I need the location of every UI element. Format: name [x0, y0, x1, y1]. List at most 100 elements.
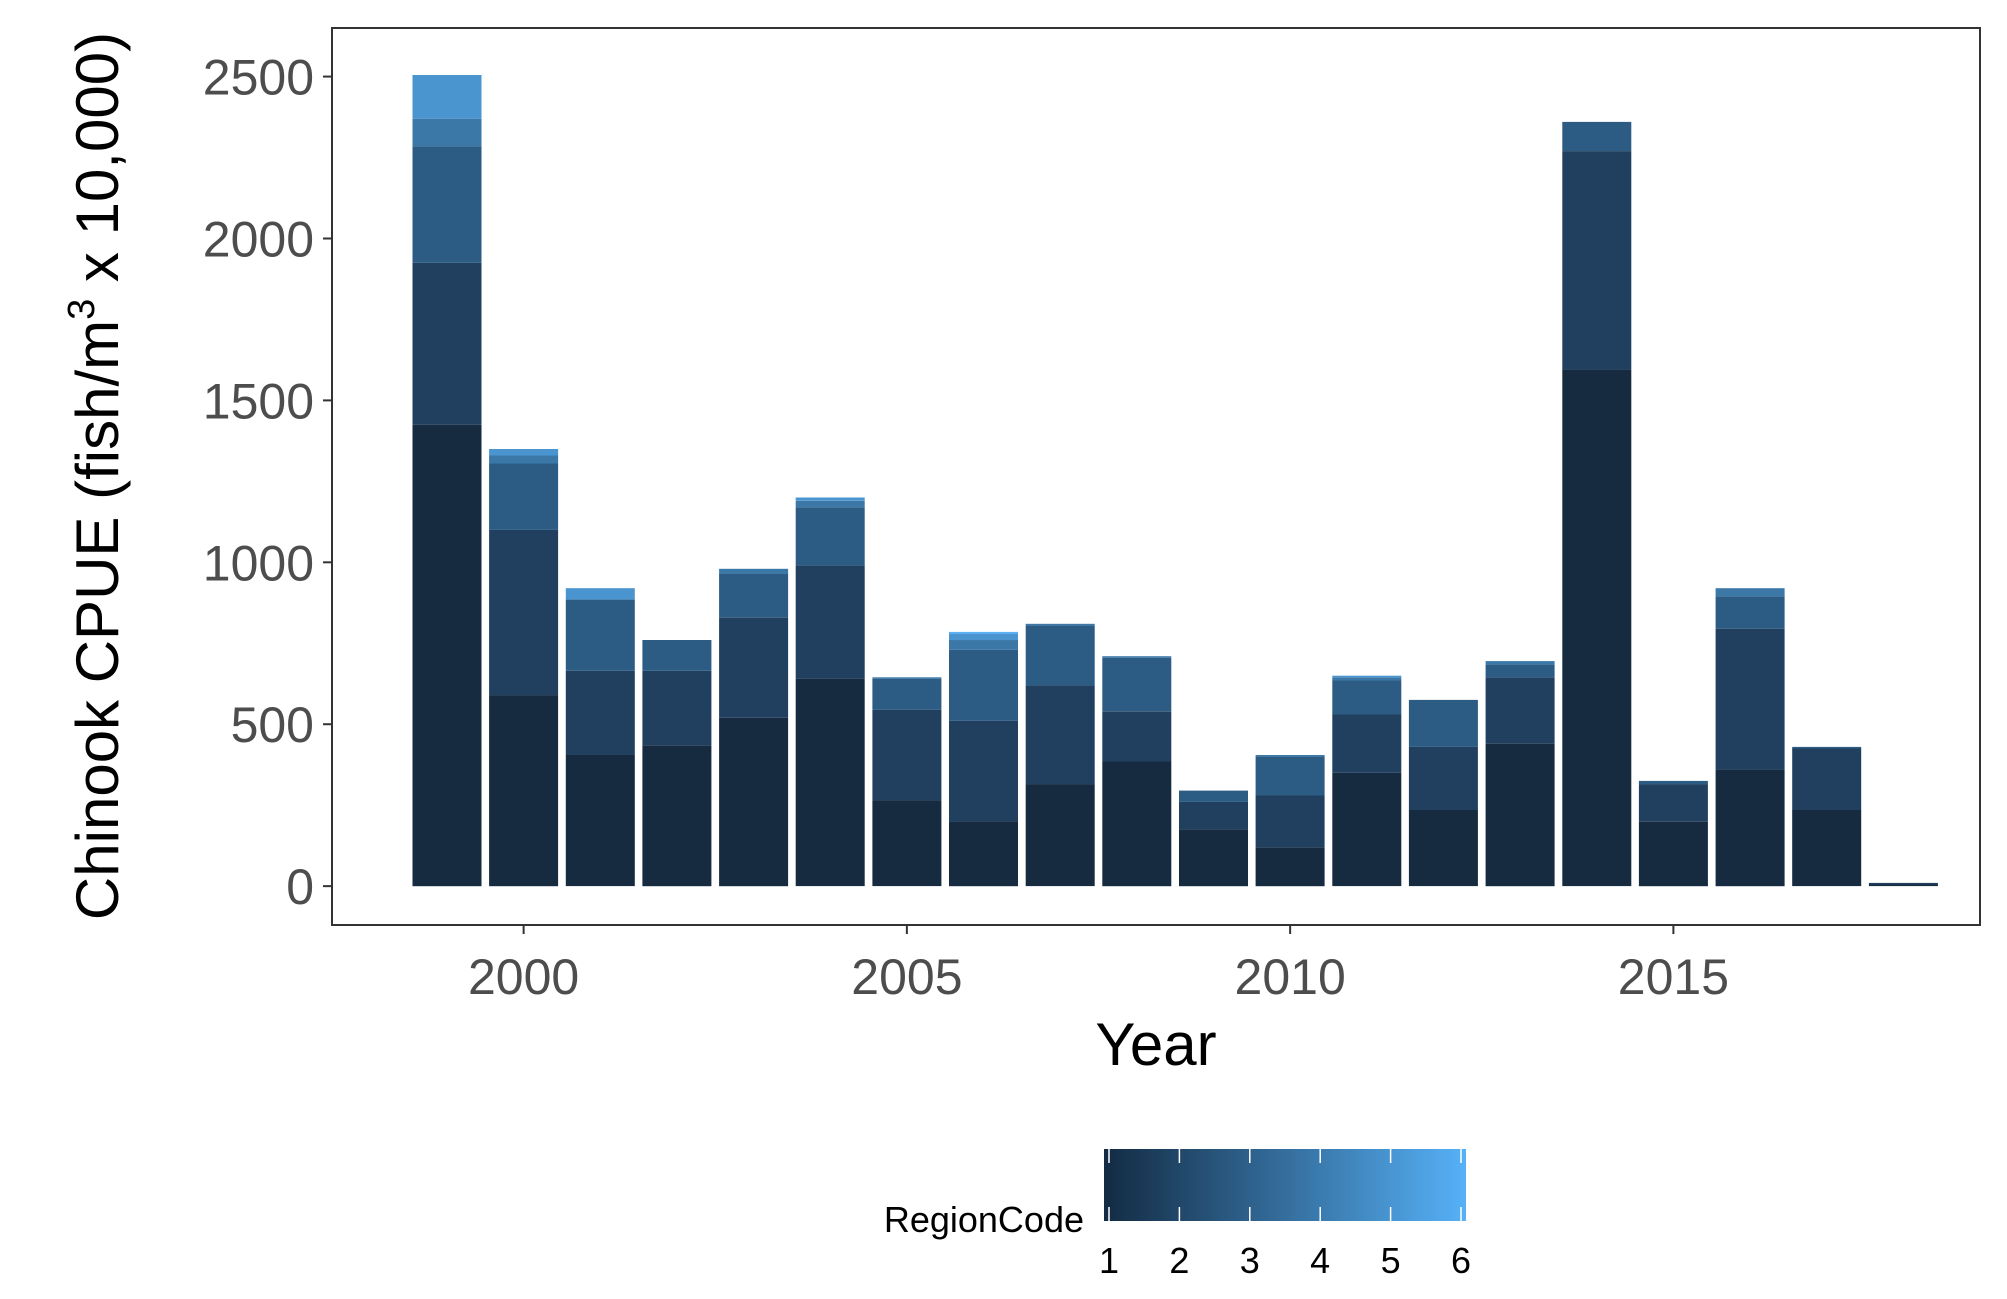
legend-label: 1 — [1099, 1240, 1119, 1281]
y-axis-title-end: x 10,000) — [64, 32, 131, 299]
x-tick-label: 2015 — [1618, 949, 1729, 1005]
bar-segment-2000-region-5 — [489, 449, 559, 456]
x-tick-label: 2010 — [1235, 949, 1346, 1005]
bar-segment-2006-region-4 — [949, 640, 1018, 650]
bar-segment-2006-region-3 — [949, 649, 1018, 721]
bar-segment-2013-region-2 — [1485, 677, 1555, 744]
bar-segment-2012-region-3 — [1408, 699, 1478, 747]
y-tick-label: 2500 — [203, 50, 314, 106]
bar-segment-2011-region-3 — [1332, 680, 1402, 715]
legend-label: 5 — [1381, 1240, 1401, 1281]
legend-label: 3 — [1240, 1240, 1260, 1281]
bar-segment-2011-region-4 — [1332, 677, 1402, 681]
bar-segment-2007-region-2 — [1025, 685, 1095, 785]
bar-segment-2000-region-4 — [489, 455, 559, 464]
bar-segment-2004-region-1 — [795, 678, 865, 887]
bar-segment-2001-region-3 — [565, 599, 635, 671]
bar-segment-2005-region-1 — [872, 800, 942, 887]
bar-segment-2012-region-2 — [1408, 746, 1478, 810]
plot-panel-border — [331, 27, 1981, 926]
bar-segment-2010-region-4 — [1255, 755, 1325, 757]
y-axis-title-main: Chinook CPUE (fish/m — [64, 320, 131, 920]
bar-segment-2001-region-2 — [565, 670, 635, 755]
bar-segment-2009-region-1 — [1179, 829, 1248, 887]
bar-segment-2006-region-1 — [949, 821, 1018, 887]
bar-segment-2004-region-4 — [795, 500, 865, 508]
y-tick-label: 0 — [286, 859, 314, 915]
bar-segment-2002-region-2 — [642, 670, 712, 746]
bar-segment-2018-region-2 — [1868, 882, 1938, 885]
bar-segment-2009-region-2 — [1179, 801, 1248, 830]
bar-segment-2005-region-2 — [872, 709, 942, 801]
bar-segment-2017-region-3 — [1792, 746, 1862, 749]
bar-segment-2001-region-1 — [565, 755, 635, 887]
bar-segment-2010-region-2 — [1255, 795, 1325, 848]
legend-label: 6 — [1451, 1240, 1471, 1281]
bar-segment-2013-region-4 — [1485, 661, 1555, 665]
bar-segment-2002-region-3 — [642, 640, 712, 671]
bar-segment-2004-region-5 — [795, 497, 865, 501]
bar-segment-1999-region-3 — [412, 146, 482, 263]
bar-segment-2008-region-4 — [1102, 656, 1172, 658]
y-tick-label: 1500 — [203, 373, 314, 429]
bar-segment-2015-region-1 — [1638, 821, 1708, 887]
bar-segment-1999-region-5 — [412, 75, 482, 119]
bar-segment-2010-region-1 — [1255, 847, 1325, 887]
bar-segment-2008-region-2 — [1102, 711, 1172, 762]
bar-segment-2009-region-3 — [1179, 790, 1248, 802]
bar-segment-2011-region-2 — [1332, 714, 1402, 773]
x-axis: 2000 2005 2010 2015 — [468, 925, 1729, 1005]
bar-segment-2004-region-2 — [795, 565, 865, 679]
bar-segment-2004-region-3 — [795, 507, 865, 566]
bar-segment-1999-region-1 — [412, 424, 482, 887]
x-tick-label: 2005 — [851, 949, 962, 1005]
bar-segment-2003-region-2 — [719, 617, 789, 718]
bar-segment-2003-region-3 — [719, 573, 789, 618]
bar-segment-2005-region-3 — [872, 678, 942, 710]
x-tick-label: 2000 — [468, 949, 579, 1005]
bar-segment-2017-region-2 — [1792, 748, 1862, 810]
bar-segment-2015-region-2 — [1638, 784, 1708, 822]
bars-layer — [412, 75, 1938, 887]
bar-segment-2014-region-3 — [1562, 121, 1632, 151]
legend-title: RegionCode — [884, 1199, 1084, 1240]
legend: RegionCode 1 2 3 4 5 6 — [884, 1149, 1471, 1281]
bar-segment-2015-region-3 — [1638, 780, 1708, 785]
bar-segment-2016-region-3 — [1715, 596, 1785, 629]
legend-label: 2 — [1169, 1240, 1189, 1281]
bar-segment-2014-region-1 — [1562, 369, 1632, 887]
bar-segment-2008-region-3 — [1102, 657, 1172, 712]
bar-segment-2017-region-1 — [1792, 810, 1862, 887]
bar-segment-1999-region-4 — [412, 118, 482, 147]
bar-segment-2000-region-2 — [489, 529, 559, 696]
bar-segment-2002-region-1 — [642, 745, 712, 887]
bar-segment-2016-region-2 — [1715, 628, 1785, 770]
bar-segment-2003-region-1 — [719, 717, 789, 887]
y-axis-title: Chinook CPUE (fish/m3 x 10,000) — [61, 32, 131, 920]
bar-segment-2005-region-4 — [872, 677, 942, 679]
legend-colorbar — [1104, 1149, 1466, 1221]
x-axis-title: Year — [1095, 1011, 1216, 1078]
bar-segment-2006-region-2 — [949, 721, 1018, 822]
bar-segment-2011-region-5 — [1332, 675, 1402, 678]
bar-segment-2012-region-1 — [1408, 810, 1478, 887]
y-tick-label: 1000 — [203, 535, 314, 591]
bar-segment-2010-region-3 — [1255, 756, 1325, 796]
bar-segment-2001-region-5 — [565, 588, 635, 600]
bar-segment-2006-region-5 — [949, 633, 1018, 641]
bar-segment-2016-region-4 — [1715, 588, 1785, 597]
y-tick-label: 500 — [231, 697, 314, 753]
bar-segment-2013-region-1 — [1485, 743, 1555, 887]
bar-segment-2018-region-1 — [1868, 884, 1938, 887]
bar-segment-2007-region-1 — [1025, 784, 1095, 887]
bar-segment-2008-region-1 — [1102, 761, 1172, 887]
bar-segment-1999-region-2 — [412, 262, 482, 425]
bar-segment-2007-region-3 — [1025, 625, 1095, 686]
y-axis-title-superscript: 3 — [61, 299, 103, 320]
bar-segment-2000-region-1 — [489, 695, 559, 887]
bar-segment-2003-region-4 — [719, 568, 789, 574]
bar-segment-2014-region-2 — [1562, 151, 1632, 370]
bar-segment-2011-region-1 — [1332, 772, 1402, 887]
legend-ticks: 1 2 3 4 5 6 — [1099, 1149, 1471, 1281]
